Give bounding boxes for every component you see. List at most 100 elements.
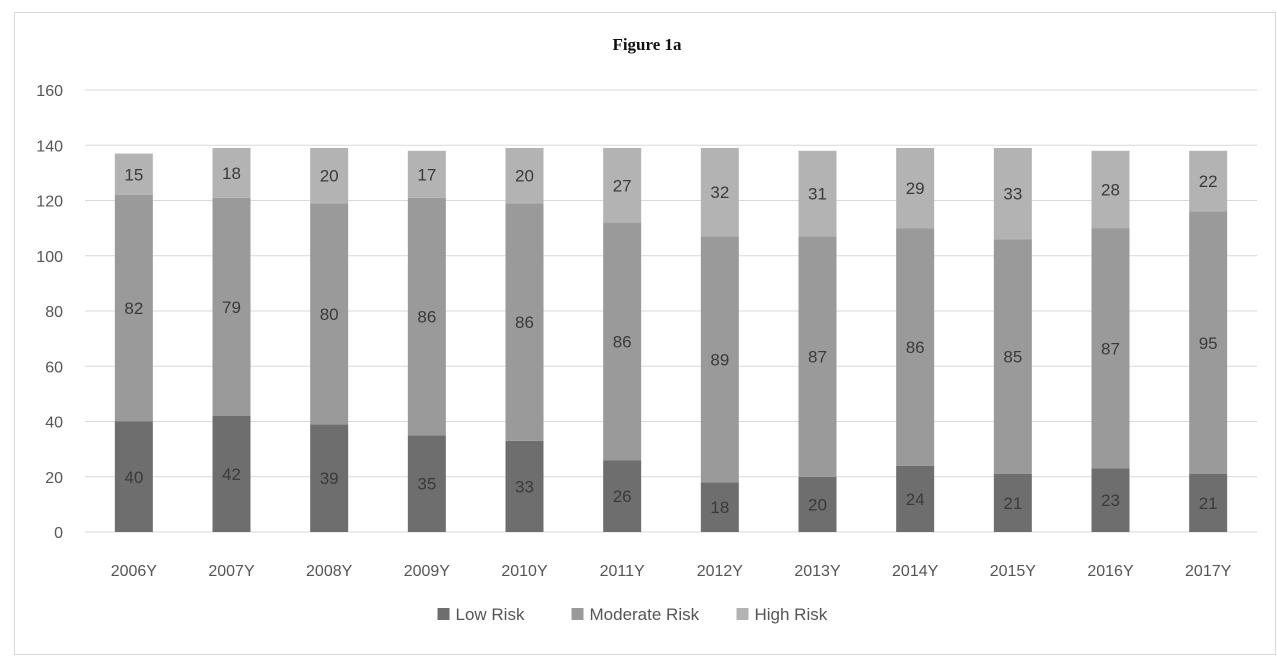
data-label: 42 — [222, 465, 241, 484]
data-label: 82 — [124, 299, 143, 318]
x-tick-label: 2015Y — [990, 563, 1037, 580]
y-tick-label: 160 — [36, 83, 63, 100]
data-label: 17 — [417, 165, 436, 184]
x-tick-label: 2007Y — [208, 563, 255, 580]
y-tick-label: 0 — [54, 525, 63, 542]
x-tick-label: 2017Y — [1185, 563, 1232, 580]
data-label: 79 — [222, 298, 241, 317]
bar-segment-high-risk — [993, 148, 1032, 240]
bar-segment-high-risk — [1091, 150, 1130, 229]
data-label: 20 — [515, 167, 534, 186]
bar-segment-high-risk — [798, 150, 837, 237]
gridlines — [85, 89, 1257, 533]
bar-segment-high-risk — [310, 148, 349, 204]
bar-segment-high-risk — [212, 148, 251, 198]
bar-segment-low-risk — [896, 465, 935, 532]
y-tick-label: 80 — [45, 304, 63, 321]
legend-label: Low Risk — [456, 605, 525, 624]
bar-segment-low-risk — [798, 476, 837, 532]
legend: Low Risk Moderate Risk High Risk — [437, 605, 828, 624]
data-label: 85 — [1003, 348, 1022, 367]
data-label: 32 — [710, 183, 729, 202]
bar-segment-moderate-risk — [603, 222, 642, 461]
bar-segment-low-risk — [1189, 473, 1228, 532]
x-tick-label: 2014Y — [892, 563, 939, 580]
legend-label: Moderate Risk — [590, 605, 700, 624]
x-tick-label: 2016Y — [1087, 563, 1134, 580]
legend-swatch — [571, 608, 584, 620]
data-label: 21 — [1003, 494, 1022, 513]
y-axis-ticks: 0 20 40 60 80 100 120 140 160 — [36, 83, 63, 542]
bar-segment-high-risk — [114, 153, 153, 195]
bar-segment-moderate-risk — [114, 194, 153, 422]
data-label: 15 — [124, 165, 143, 184]
bar-segment-moderate-risk — [407, 197, 446, 436]
x-tick-label: 2006Y — [111, 563, 158, 580]
x-tick-label: 2009Y — [404, 563, 451, 580]
data-label: 87 — [1101, 339, 1120, 358]
bar-segment-low-risk — [700, 482, 739, 532]
data-label: 22 — [1199, 172, 1218, 191]
y-tick-label: 20 — [45, 470, 63, 487]
legend-swatch — [736, 608, 749, 620]
stacked-bar-chart: Figure 1a 0 20 40 60 80 100 120 140 160 40 82 15 42… — [36, 35, 1257, 624]
x-tick-label: 2011Y — [600, 563, 645, 580]
bar-segment-moderate-risk — [896, 228, 935, 466]
data-label: 86 — [417, 308, 436, 327]
bar-segment-moderate-risk — [212, 197, 251, 416]
legend-swatch — [437, 608, 450, 620]
bar-segment-moderate-risk — [700, 236, 739, 483]
bar-segment-high-risk — [1189, 150, 1228, 212]
data-label: 33 — [515, 477, 534, 496]
bar-segment-low-risk — [407, 435, 446, 532]
data-label: 87 — [808, 348, 827, 367]
bar-segment-moderate-risk — [798, 236, 837, 477]
data-label: 31 — [808, 185, 827, 204]
bar-segment-high-risk — [700, 148, 739, 237]
bar-segment-low-risk — [603, 460, 642, 532]
data-label: 20 — [808, 495, 827, 514]
y-tick-label: 100 — [36, 249, 63, 266]
data-label: 33 — [1003, 185, 1022, 204]
bar-segment-moderate-risk — [993, 239, 1032, 474]
data-label: 23 — [1101, 491, 1120, 510]
y-tick-label: 120 — [36, 194, 63, 211]
data-label: 86 — [613, 332, 632, 351]
data-labels: 40 82 15 42 79 18 39 80 20 35 86 17 33 86 20 26 86 27 18 89… — [124, 164, 1217, 517]
bar-segment-low-risk — [212, 415, 251, 532]
bar-segment-low-risk — [1091, 468, 1130, 532]
bar-segment-low-risk — [114, 421, 153, 532]
chart-title: Figure 1a — [612, 35, 682, 54]
bar-segment-moderate-risk — [310, 203, 349, 425]
bar-segment-moderate-risk — [1189, 211, 1228, 474]
bar-segment-moderate-risk — [505, 203, 544, 441]
data-label: 27 — [613, 176, 632, 195]
bar-segment-low-risk — [310, 424, 349, 532]
data-label: 29 — [906, 179, 925, 198]
y-tick-label: 40 — [45, 415, 63, 432]
bar-segment-high-risk — [407, 150, 446, 198]
bar-segment-moderate-risk — [1091, 228, 1130, 469]
bar-segment-high-risk — [896, 148, 935, 229]
data-label: 18 — [710, 498, 729, 517]
y-tick-label: 140 — [36, 138, 63, 155]
bar-segment-low-risk — [505, 440, 544, 532]
x-tick-label: 2010Y — [501, 563, 548, 580]
bars — [114, 148, 1228, 532]
data-label: 95 — [1199, 334, 1218, 353]
x-tick-label: 2012Y — [697, 563, 744, 580]
data-label: 39 — [320, 469, 339, 488]
y-tick-label: 60 — [45, 359, 63, 376]
data-label: 35 — [417, 475, 436, 494]
legend-label: High Risk — [755, 605, 828, 624]
x-axis-ticks: 2006Y 2007Y 2008Y 2009Y 2010Y 2011Y 2012Y 2013Y… — [111, 563, 1232, 580]
bar-segment-low-risk — [993, 473, 1032, 532]
data-label: 20 — [320, 167, 339, 186]
data-label: 89 — [710, 350, 729, 369]
data-label: 24 — [906, 490, 925, 509]
bar-segment-high-risk — [603, 148, 642, 223]
data-label: 80 — [320, 305, 339, 324]
x-tick-label: 2013Y — [794, 563, 841, 580]
data-label: 86 — [515, 313, 534, 332]
data-label: 26 — [613, 487, 632, 506]
